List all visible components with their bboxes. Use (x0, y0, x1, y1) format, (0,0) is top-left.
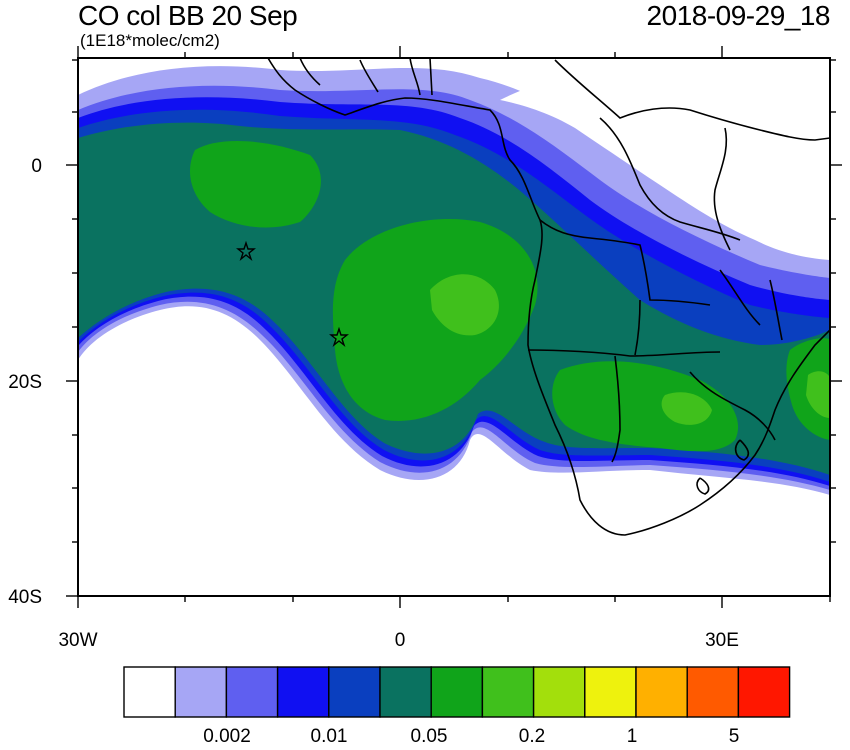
lat-tick-40s: 40S (8, 587, 42, 608)
colorbar-swatch-9 (584, 666, 637, 718)
lat-tick-0: 0 (31, 156, 42, 177)
star-marker-east (329, 326, 349, 348)
colorbar-swatch-8 (532, 666, 586, 718)
star-marker-west (236, 240, 256, 262)
co-contour-0.1-west (190, 140, 321, 228)
colorbar-swatch-4 (328, 666, 381, 718)
colorbar-swatch-11 (686, 666, 740, 718)
colorbar-label-0.002: 0.002 (203, 726, 251, 747)
co-contour-0.1-central (332, 219, 538, 421)
lon-tick-0: 0 (395, 630, 406, 651)
valid-time-label: 2018-09-29_18 (646, 0, 831, 31)
co-field (78, 58, 830, 596)
colorbar-swatch-10 (635, 666, 688, 718)
colorbar-swatch-0 (123, 666, 176, 718)
tick-marks (66, 46, 842, 608)
co-contour-0.2-central (430, 274, 499, 336)
units-label: (1E18*molec/cm2) (80, 31, 220, 50)
colorbar-swatch-1 (174, 666, 228, 718)
colorbar-swatch-7 (481, 666, 535, 718)
colorbar-swatch-3 (276, 666, 330, 718)
lon-tick-30e: 30E (705, 630, 739, 651)
colorbar-swatch-5 (379, 666, 432, 718)
colorbar-label-5: 5 (729, 726, 740, 747)
colorbar (123, 666, 791, 718)
co-contour-0.2-east (806, 371, 830, 418)
colorbar-swatch-6 (430, 666, 484, 718)
map-title: CO col BB 20 Sep (78, 0, 298, 31)
colorbar-label-0.01: 0.01 (311, 726, 348, 747)
colorbar-label-0.2: 0.2 (519, 726, 545, 747)
land-low-co-north (500, 60, 830, 260)
co-contour-0.1-south (552, 361, 739, 452)
co-contour-0.2-south (661, 392, 712, 425)
colorbar-label-1: 1 (627, 726, 638, 747)
colorbar-swatch-2 (225, 666, 279, 718)
colorbar-label-0.05: 0.05 (411, 726, 448, 747)
lat-tick-20s: 20S (8, 372, 42, 393)
lon-tick-30w: 30W (58, 630, 97, 651)
colorbar-swatch-12 (737, 666, 791, 718)
coastlines (267, 58, 830, 536)
